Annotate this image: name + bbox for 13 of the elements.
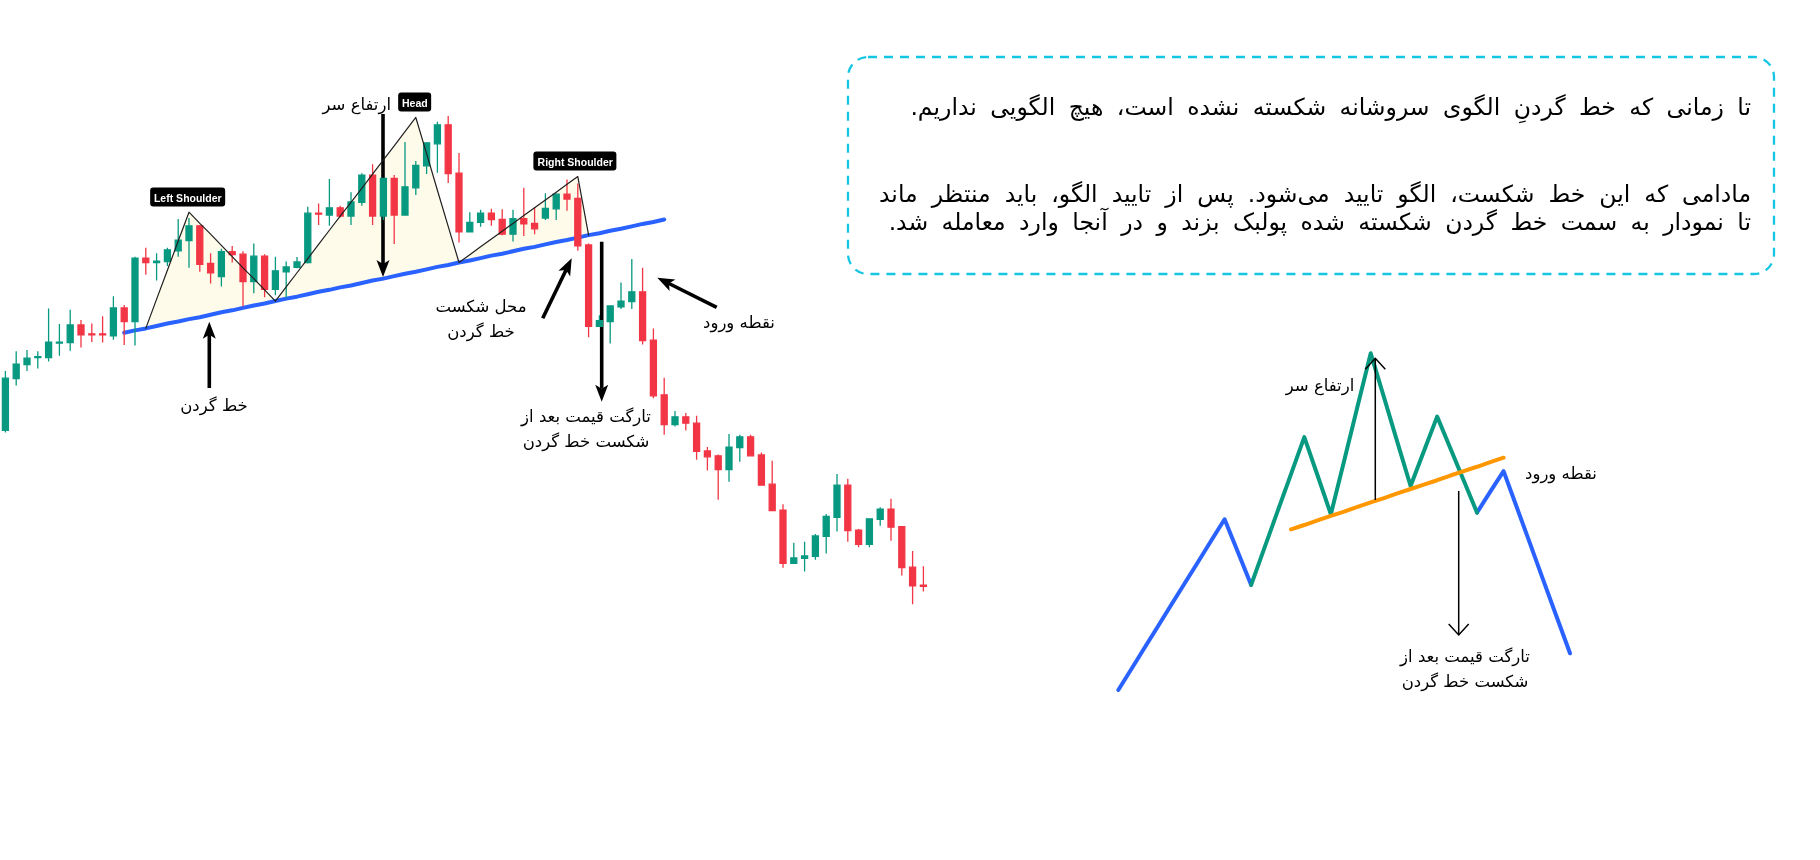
annotation: تارگت قیمت بعد از شکست خط گردن <box>1398 645 1531 694</box>
annotation: Right Shoulder <box>533 151 617 171</box>
annotation: نقطه ورود <box>1525 462 1597 486</box>
annotation: تارگت قیمت بعد از شکست خط گردن <box>519 406 652 454</box>
text: Head <box>397 92 432 112</box>
text: ارتفاع سر <box>322 93 391 117</box>
annotation: ارتفاع سر <box>1285 374 1355 398</box>
annotation: محل شکست خط گردن <box>434 295 528 344</box>
annotation: خط گردن <box>180 394 248 418</box>
annotation: مادامی که این خط شکست، الگو تایید می‌شود. پس از تایید الگو، باید منتظر ماند تا نمودار به سمت خط گردن شکسته شده پولبک بزند و در آنجا وارد معامله شد. <box>879 179 1751 236</box>
annotation: Left Shoulder <box>149 187 226 207</box>
annotation: تا زمانی که خط گردنِ الگوی سروشانه شکسته نشده است، هیچ الگویی نداریم. <box>910 93 1751 122</box>
annotation: نقطه ورود <box>703 311 775 335</box>
